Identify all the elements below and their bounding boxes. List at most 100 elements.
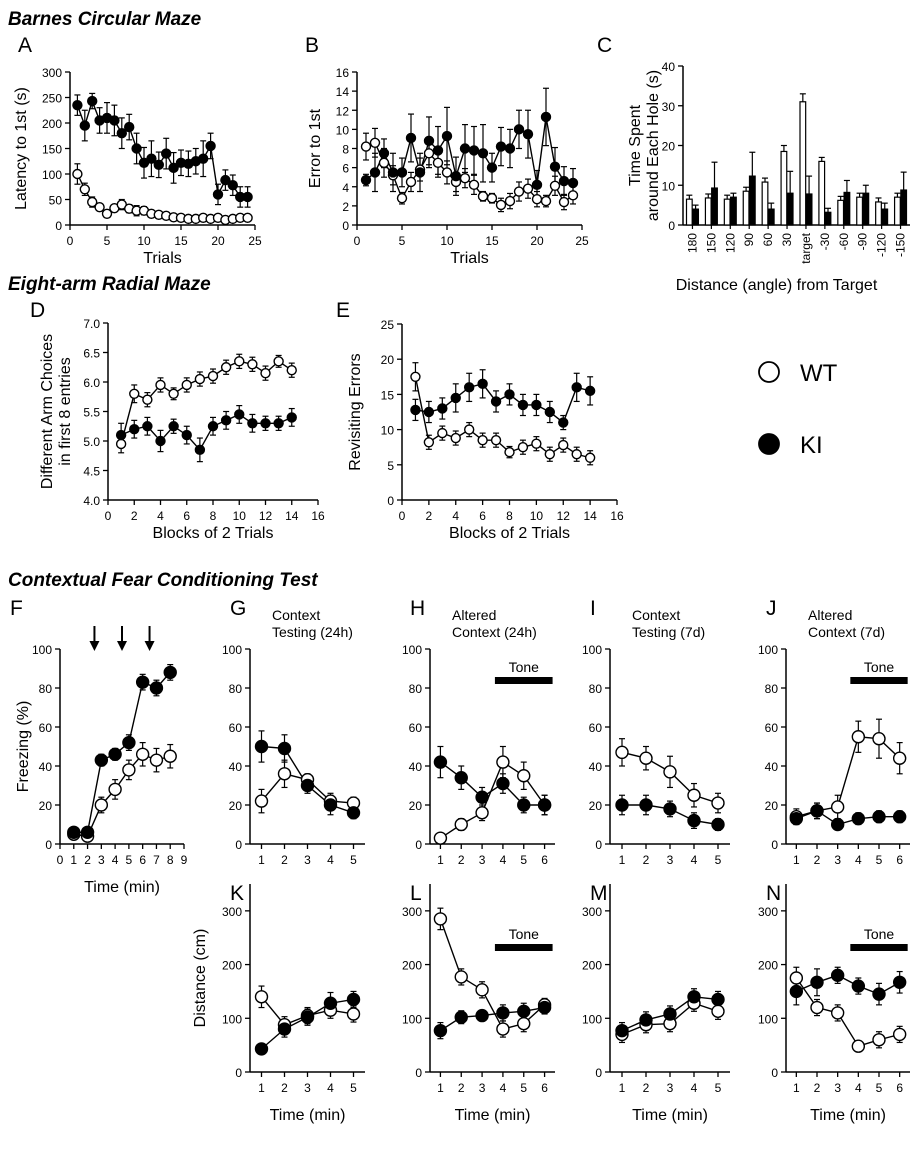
point-wt-l bbox=[475, 983, 489, 997]
y-tick-label-j: 0 bbox=[771, 838, 778, 852]
point-ki-b bbox=[477, 148, 489, 159]
panel-l: L 0 100 200 300 1 2 3 4 5 6 Time (min) Tone bbox=[402, 882, 555, 1124]
x-axis-label-d: Blocks of 2 Trials bbox=[153, 525, 274, 542]
point-ki-f bbox=[108, 747, 122, 761]
panel-label-c: C bbox=[597, 34, 612, 57]
point-wt-d bbox=[247, 359, 258, 370]
y-tick-label-h: 40 bbox=[409, 760, 423, 774]
x-tick-label-e: 6 bbox=[479, 509, 486, 523]
y-tick-label-e: 10 bbox=[381, 424, 395, 438]
series-line-wt-j bbox=[796, 735, 901, 818]
tone-label-l: Tone bbox=[509, 926, 540, 942]
x-tick-label-b: 0 bbox=[354, 234, 361, 248]
point-ki-l bbox=[517, 1004, 531, 1019]
x-tick-label-c: -30 bbox=[818, 233, 832, 251]
bar-ki-c bbox=[843, 191, 851, 226]
point-wt-a bbox=[79, 184, 91, 195]
point-wt-d bbox=[234, 356, 245, 367]
point-ki-f bbox=[67, 825, 81, 839]
x-tick-label-d: 16 bbox=[311, 509, 325, 523]
point-ki-a bbox=[146, 153, 157, 164]
x-tick-label-d: 14 bbox=[285, 509, 299, 523]
x-tick-label-b: 20 bbox=[530, 234, 544, 248]
bar-ki-c bbox=[786, 192, 794, 226]
point-wt-b bbox=[477, 191, 489, 202]
point-wt-b bbox=[531, 193, 543, 205]
y-tick-label-e: 5 bbox=[387, 459, 394, 473]
panel-label-i: I bbox=[590, 597, 596, 620]
point-ki-d bbox=[220, 415, 232, 426]
point-ki-k bbox=[346, 992, 361, 1007]
y-tick-label-e: 0 bbox=[387, 494, 394, 508]
x-axis-label-l: Time (min) bbox=[455, 1107, 531, 1124]
x-tick-label-h: 1 bbox=[437, 853, 444, 867]
point-wt-h bbox=[496, 755, 510, 769]
point-ki-e bbox=[517, 399, 529, 411]
point-ki-n bbox=[872, 987, 886, 1001]
point-ki-d bbox=[129, 424, 140, 435]
bar-wt-c bbox=[799, 101, 807, 226]
y-tick-label-f: 40 bbox=[39, 760, 53, 774]
bar-wt-c bbox=[818, 160, 826, 226]
point-ki-a bbox=[153, 159, 165, 171]
panel-title-i: Context bbox=[632, 607, 680, 623]
y-tick-label-b: 8 bbox=[342, 143, 349, 157]
x-tick-label-g: 2 bbox=[281, 853, 288, 867]
point-wt-d bbox=[142, 394, 153, 405]
legend-wt-marker bbox=[758, 361, 780, 383]
section-title-fear: Contextual Fear Conditioning Test bbox=[8, 570, 318, 591]
x-tick-label-c: 180 bbox=[685, 233, 699, 253]
y-tick-label-h: 100 bbox=[402, 643, 422, 657]
y-tick-label-l: 0 bbox=[415, 1066, 422, 1080]
point-ki-e bbox=[437, 403, 448, 414]
y-axis-label-b: Error to 1st bbox=[307, 108, 324, 188]
y-tick-label-a: 150 bbox=[42, 143, 62, 157]
y-tick-label-d: 6.0 bbox=[83, 376, 100, 390]
tone-bar-h bbox=[494, 677, 553, 684]
point-wt-h bbox=[454, 817, 468, 832]
x-tick-label-h: 5 bbox=[520, 853, 527, 867]
point-ki-b bbox=[405, 132, 417, 144]
point-ki-b bbox=[522, 128, 534, 140]
point-wt-l bbox=[517, 1016, 531, 1031]
y-axis-label-k: Distance (cm) bbox=[192, 929, 209, 1028]
x-axis-label-n: Time (min) bbox=[810, 1107, 886, 1124]
y-axis-label-d: in first 8 entries bbox=[57, 357, 74, 465]
point-ki-b bbox=[540, 111, 552, 123]
point-ki-b bbox=[441, 130, 453, 142]
point-ki-b bbox=[396, 167, 408, 178]
panel-m: M 0 100 200 300 1 2 3 4 5 Time (min) bbox=[582, 882, 730, 1124]
point-ki-b bbox=[468, 145, 480, 156]
x-tick-label-m: 3 bbox=[667, 1081, 674, 1095]
x-tick-label-c: 120 bbox=[723, 233, 737, 253]
y-axis-label-d: Different Arm Choices bbox=[39, 334, 56, 489]
point-ki-g bbox=[323, 798, 338, 812]
point-wt-e bbox=[477, 434, 488, 446]
point-ki-e bbox=[584, 385, 596, 397]
y-tick-label-k: 0 bbox=[235, 1066, 242, 1080]
panel-title-h: Context (24h) bbox=[452, 624, 537, 640]
x-tick-label-b: 10 bbox=[440, 234, 454, 248]
bar-wt-c bbox=[742, 190, 750, 226]
x-axis-label-f: Time (min) bbox=[84, 879, 160, 896]
y-axis-label-c: around Each Hole (s) bbox=[645, 70, 662, 221]
y-tick-label-g: 100 bbox=[222, 643, 242, 657]
y-tick-label-j: 80 bbox=[765, 682, 779, 696]
point-ki-k bbox=[323, 996, 338, 1010]
y-tick-label-c: 30 bbox=[662, 100, 676, 114]
x-tick-label-l: 5 bbox=[520, 1081, 527, 1095]
point-ki-a bbox=[86, 95, 98, 107]
x-tick-label-d: 4 bbox=[157, 509, 164, 523]
x-tick-label-h: 6 bbox=[541, 853, 548, 867]
y-tick-label-g: 0 bbox=[235, 838, 242, 852]
point-ki-d bbox=[181, 429, 192, 441]
x-tick-label-e: 10 bbox=[530, 509, 544, 523]
panel-label-n: N bbox=[766, 882, 781, 905]
shock-arrowhead-f bbox=[117, 641, 127, 651]
point-ki-a bbox=[116, 127, 128, 139]
point-ki-m bbox=[615, 1023, 629, 1038]
panel-d: D 4.0 4.5 5.0 5.5 6.0 6.5 7.0 0 2 4 6 8 10 12 14 16 Block… bbox=[30, 299, 325, 542]
bar-wt-c bbox=[893, 196, 901, 226]
x-tick-label-a: 15 bbox=[174, 234, 188, 248]
